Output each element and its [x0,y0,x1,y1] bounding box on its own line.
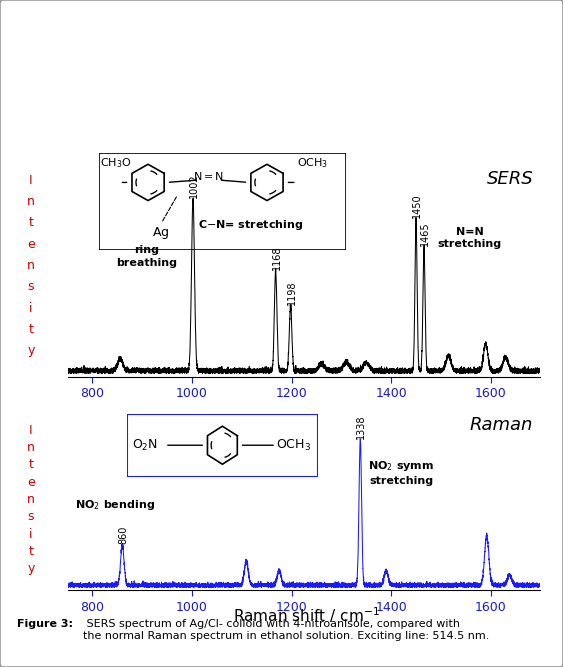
Text: NO$_2$ bending: NO$_2$ bending [75,498,155,512]
Text: $\mathrm{CH_3O}$: $\mathrm{CH_3O}$ [100,156,131,170]
Text: n: n [27,493,35,506]
Text: s: s [28,280,34,293]
Text: I: I [29,424,33,437]
Text: SERS: SERS [487,170,533,188]
Text: SERS spectrum of Ag/Cl- colloid with 4-nitroanisole, compared with
the normal Ra: SERS spectrum of Ag/Cl- colloid with 4-n… [83,619,490,640]
Text: s: s [28,510,34,524]
Text: n: n [27,441,35,454]
Text: e: e [27,237,35,251]
Text: e: e [27,476,35,489]
Text: $\mathrm{N{=}N}$: $\mathrm{N{=}N}$ [193,170,225,182]
Text: I: I [29,173,33,187]
Text: y: y [27,562,35,576]
Text: 1465: 1465 [420,221,430,246]
Text: 1198: 1198 [287,280,297,305]
Text: n: n [27,259,35,272]
Text: 1168: 1168 [271,245,282,270]
Text: t: t [29,323,33,336]
Text: 1002: 1002 [189,173,199,198]
Text: 1338: 1338 [356,415,367,440]
Text: 1450: 1450 [412,194,422,219]
Text: i: i [29,301,33,315]
Text: Figure 3:: Figure 3: [17,619,73,629]
Text: NO$_2$ symm
stretching: NO$_2$ symm stretching [368,460,434,486]
Text: $\mathrm{OCH_3}$: $\mathrm{OCH_3}$ [297,156,328,170]
Text: $\mathrm{O_2N}$: $\mathrm{O_2N}$ [132,438,158,453]
Text: C$-$N= stretching: C$-$N= stretching [198,218,303,232]
Text: t: t [29,216,33,229]
Text: N=N
stretching: N=N stretching [437,227,502,249]
Text: i: i [29,528,33,541]
Text: $\mathrm{Ag}$: $\mathrm{Ag}$ [152,225,169,241]
Text: t: t [29,458,33,472]
Text: ring
breathing: ring breathing [116,245,177,267]
Text: n: n [27,195,35,208]
Text: $\mathrm{OCH_3}$: $\mathrm{OCH_3}$ [276,438,311,453]
Text: y: y [27,344,35,358]
Text: Raman shift / cm$^{-1}$: Raman shift / cm$^{-1}$ [234,606,380,626]
Text: Raman: Raman [470,416,533,434]
Text: t: t [29,545,33,558]
Text: 860: 860 [118,526,128,544]
